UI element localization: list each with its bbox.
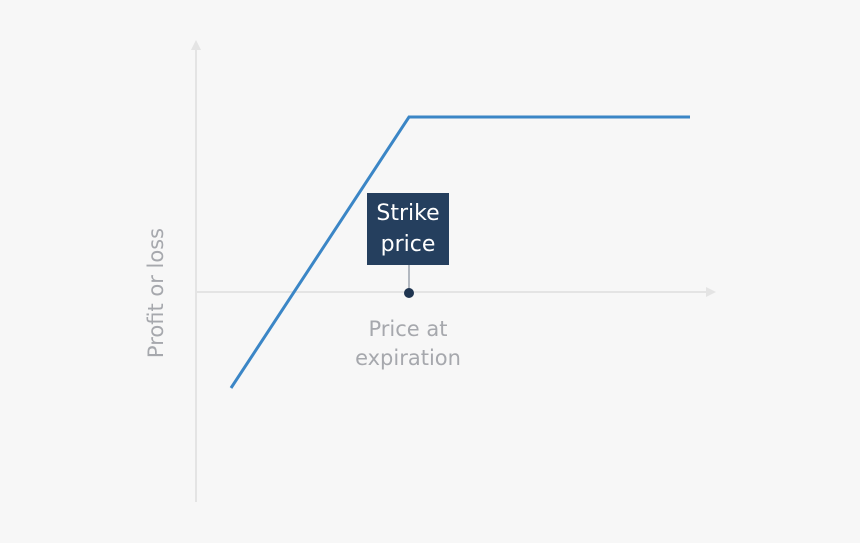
strike-dot [404, 288, 414, 298]
x-axis-label: expiration [355, 346, 461, 370]
x-axis-arrow [706, 287, 716, 297]
payoff-line [229, 115, 690, 389]
strike-label: price [381, 232, 436, 257]
strike-box [367, 193, 449, 265]
strike-label: Strike [376, 201, 439, 226]
y-axis-arrow [191, 40, 201, 50]
y-axis-label: Profit or loss [144, 228, 168, 358]
x-axis-label: Price at [368, 317, 447, 341]
